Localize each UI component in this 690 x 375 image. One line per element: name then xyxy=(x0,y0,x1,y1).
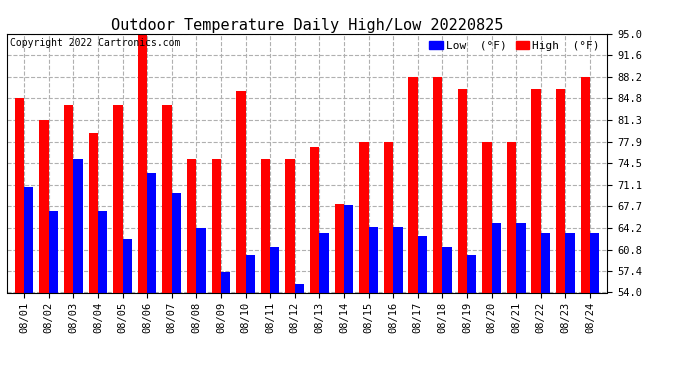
Text: Copyright 2022 Cartronics.com: Copyright 2022 Cartronics.com xyxy=(10,38,180,48)
Bar xyxy=(138,34,147,292)
Bar xyxy=(565,232,575,292)
Title: Outdoor Temperature Daily High/Low 20220825: Outdoor Temperature Daily High/Low 20220… xyxy=(111,18,503,33)
Bar xyxy=(359,142,368,292)
Bar xyxy=(270,247,279,292)
Bar xyxy=(541,232,550,292)
Bar xyxy=(408,76,417,292)
Bar xyxy=(580,76,590,292)
Bar xyxy=(236,90,246,292)
Bar xyxy=(221,272,230,292)
Bar xyxy=(73,159,83,292)
Bar xyxy=(295,284,304,292)
Bar xyxy=(319,232,328,292)
Bar xyxy=(98,211,107,292)
Bar xyxy=(384,142,393,292)
Bar xyxy=(467,255,476,292)
Bar xyxy=(433,76,442,292)
Bar xyxy=(212,159,221,292)
Bar xyxy=(49,211,58,292)
Bar xyxy=(442,247,452,292)
Bar xyxy=(172,193,181,292)
Bar xyxy=(368,227,378,292)
Bar xyxy=(516,223,526,292)
Bar xyxy=(197,228,206,292)
Bar xyxy=(590,232,600,292)
Bar xyxy=(261,159,270,292)
Bar xyxy=(64,105,73,292)
Bar xyxy=(246,255,255,292)
Bar xyxy=(187,159,197,292)
Bar xyxy=(457,89,467,292)
Bar xyxy=(286,159,295,292)
Bar xyxy=(24,187,34,292)
Bar xyxy=(491,223,501,292)
Bar xyxy=(123,240,132,292)
Bar xyxy=(113,105,123,292)
Bar xyxy=(335,204,344,292)
Bar xyxy=(482,142,491,292)
Bar xyxy=(556,89,565,292)
Bar xyxy=(162,105,172,292)
Bar xyxy=(507,142,516,292)
Bar xyxy=(531,89,541,292)
Bar xyxy=(417,236,427,292)
Bar xyxy=(14,98,24,292)
Legend: Low  (°F), High  (°F): Low (°F), High (°F) xyxy=(425,36,604,55)
Bar xyxy=(393,227,402,292)
Bar xyxy=(39,120,49,292)
Bar xyxy=(344,206,353,292)
Bar xyxy=(310,147,319,292)
Bar xyxy=(88,133,98,292)
Bar xyxy=(147,172,157,292)
